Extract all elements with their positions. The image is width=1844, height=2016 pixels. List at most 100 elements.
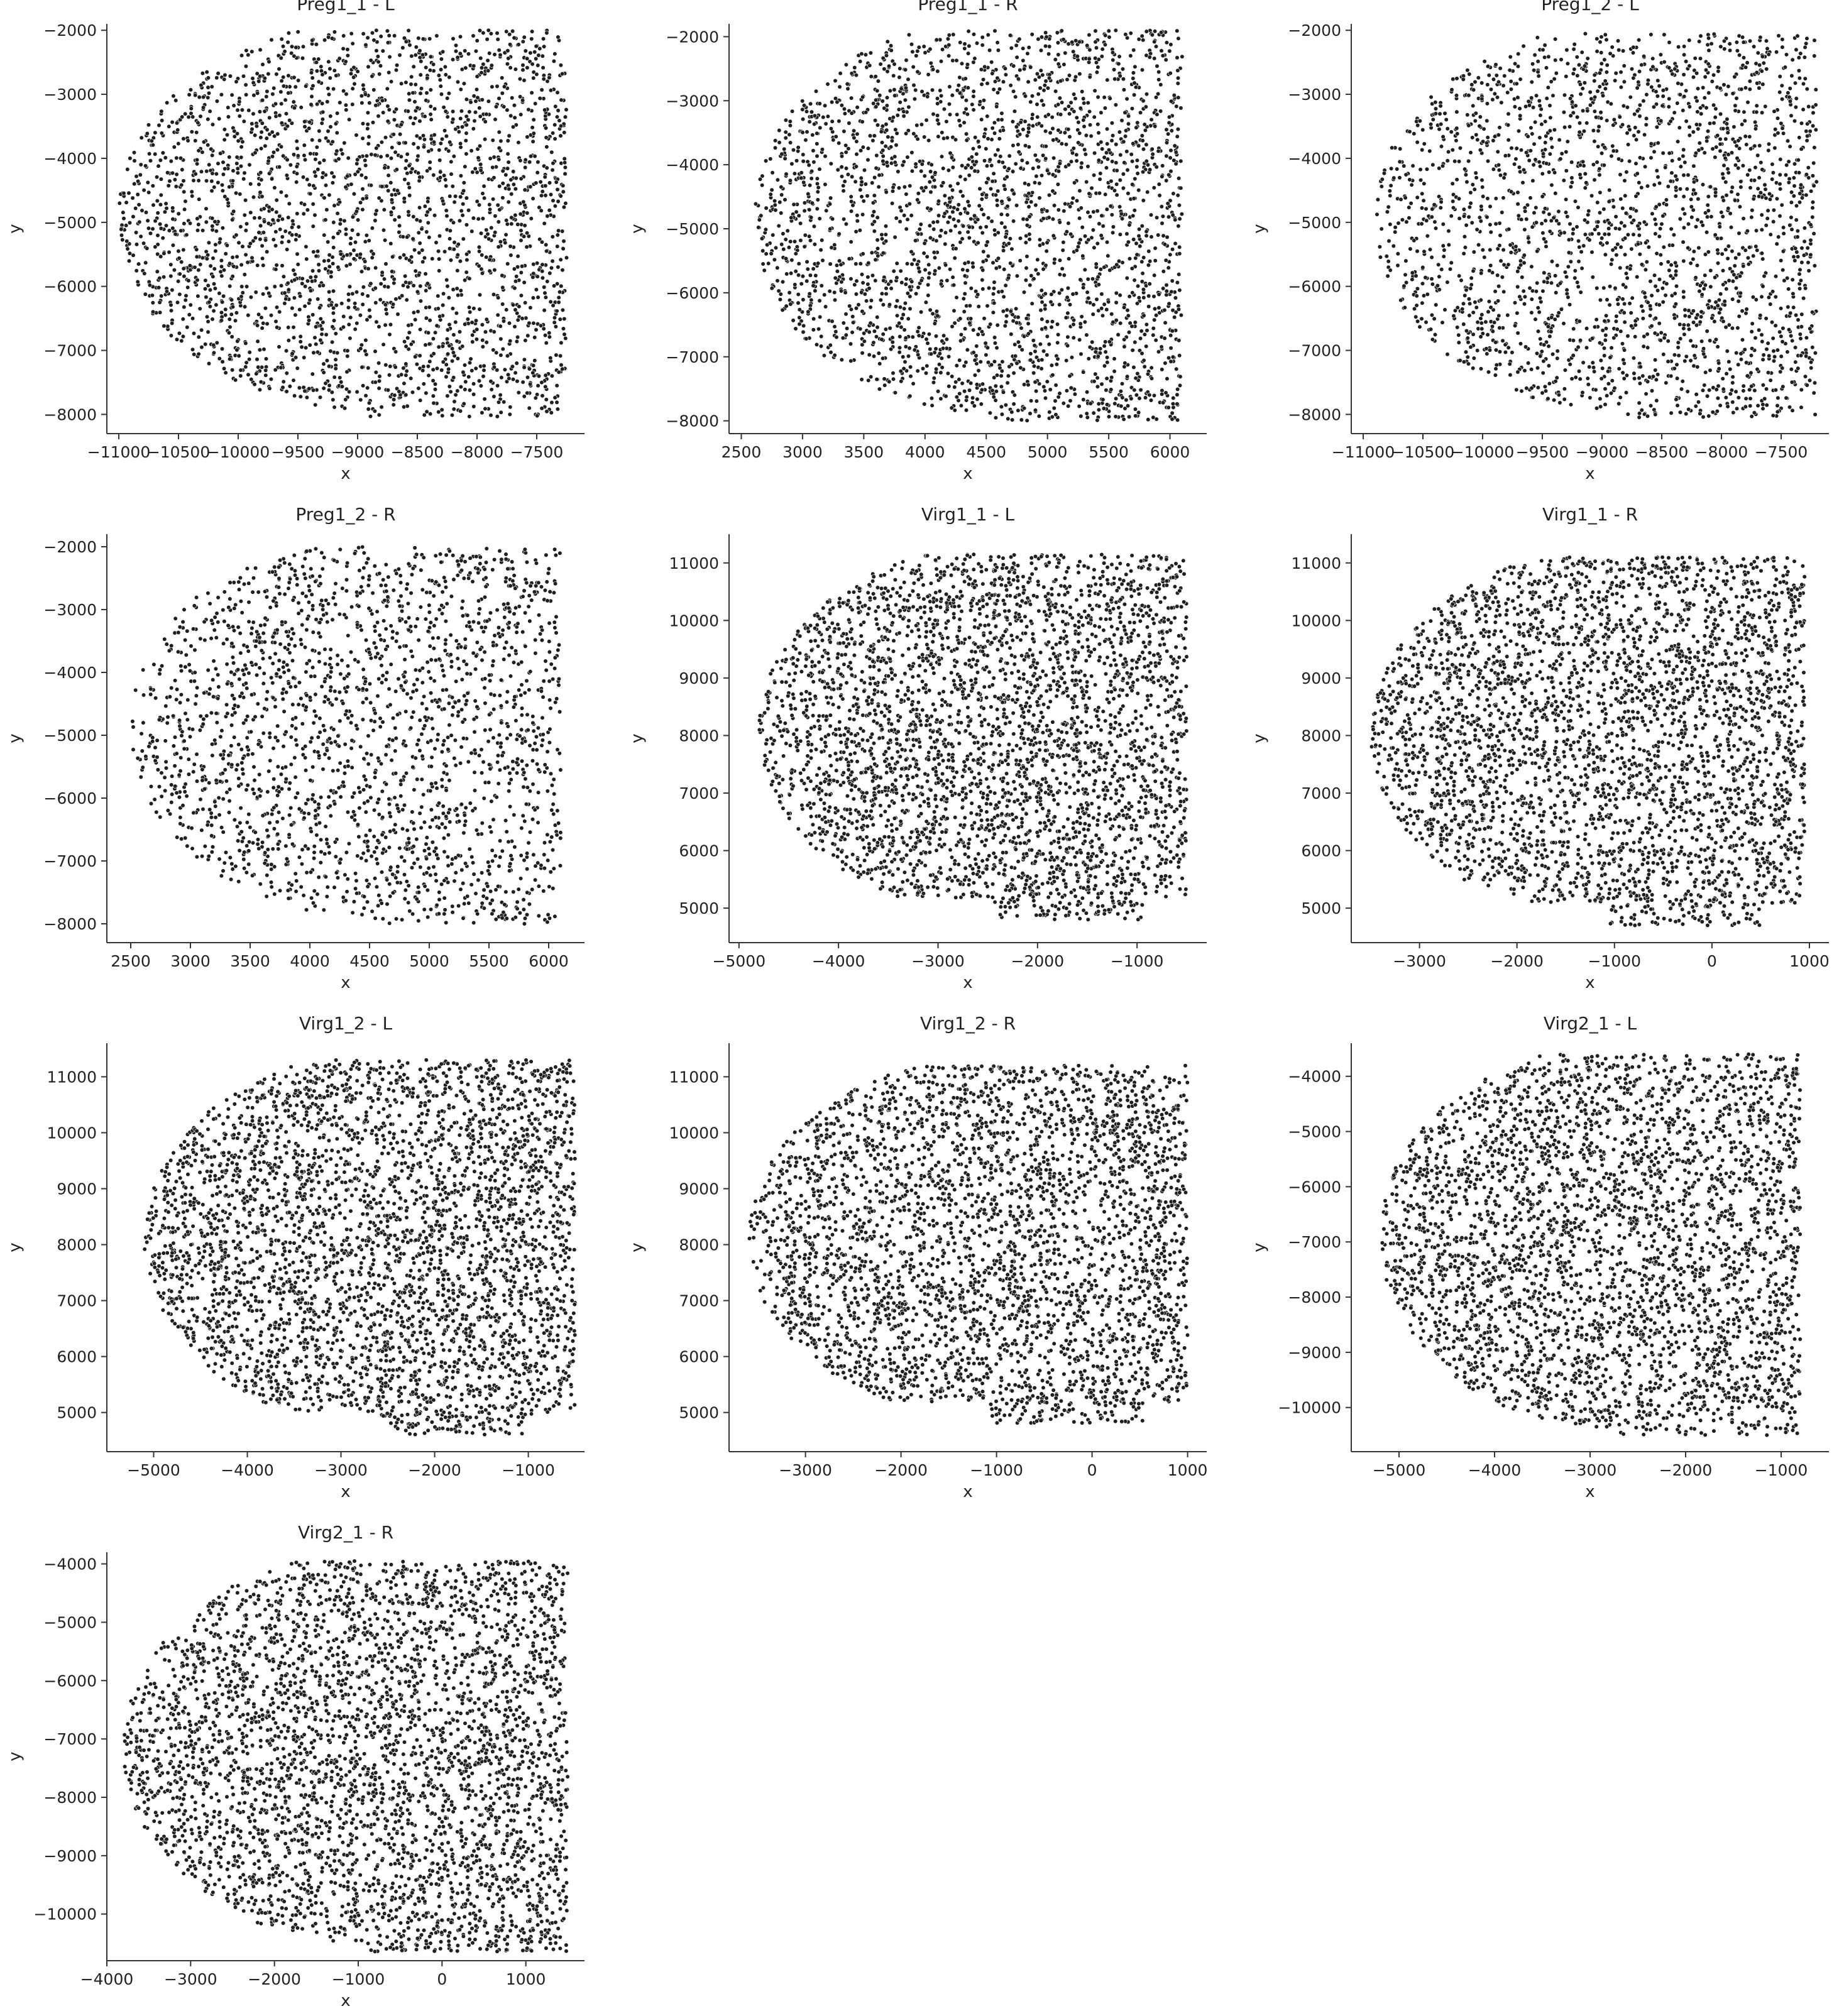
scatter-point bbox=[853, 229, 859, 234]
scatter-point bbox=[377, 72, 382, 77]
scatter-point bbox=[944, 337, 949, 342]
scatter-point bbox=[414, 45, 419, 50]
scatter-point bbox=[1128, 31, 1133, 36]
scatter-point bbox=[153, 130, 158, 135]
scatter-point bbox=[141, 188, 146, 193]
scatter-point bbox=[432, 133, 437, 138]
scatter-point bbox=[222, 166, 228, 172]
scatter-point bbox=[265, 89, 270, 94]
scatter-point bbox=[872, 329, 877, 334]
scatter-point bbox=[478, 168, 483, 173]
scatter-point bbox=[764, 205, 769, 211]
scatter-point bbox=[121, 190, 126, 196]
scatter-point bbox=[410, 236, 415, 241]
scatter-point bbox=[1008, 83, 1013, 88]
scatter-point bbox=[778, 292, 783, 297]
scatter-point bbox=[1071, 146, 1076, 151]
scatter-point bbox=[333, 357, 338, 362]
scatter-point bbox=[1134, 158, 1139, 163]
scatter-point bbox=[224, 243, 230, 248]
scatter-point bbox=[1133, 85, 1138, 90]
scatter-point bbox=[219, 273, 224, 278]
scatter-point bbox=[451, 220, 456, 225]
scatter-point bbox=[273, 319, 278, 324]
scatter-point bbox=[447, 384, 452, 389]
scatter-point bbox=[416, 230, 421, 236]
scatter-point bbox=[389, 192, 395, 197]
scatter-point bbox=[159, 293, 164, 299]
scatter-point bbox=[233, 318, 238, 323]
scatter-point bbox=[167, 228, 172, 233]
scatter-point bbox=[210, 224, 215, 229]
scatter-point bbox=[1003, 72, 1008, 77]
scatter-point bbox=[853, 292, 859, 297]
scatter-point bbox=[124, 223, 129, 228]
scatter-point bbox=[1078, 351, 1084, 357]
scatter-point bbox=[874, 104, 879, 109]
scatter-point bbox=[1001, 79, 1006, 84]
scatter-point bbox=[160, 150, 165, 155]
scatter-point bbox=[283, 111, 289, 116]
scatter-point bbox=[897, 305, 903, 310]
scatter-point bbox=[1095, 275, 1100, 280]
scatter-point bbox=[499, 375, 504, 380]
scatter-point bbox=[294, 355, 299, 360]
scatter-point bbox=[304, 244, 309, 249]
scatter-point bbox=[530, 370, 535, 375]
scatter-point bbox=[879, 337, 884, 342]
scatter-point bbox=[163, 155, 168, 160]
scatter-point bbox=[394, 167, 399, 172]
scatter-point bbox=[1177, 251, 1182, 256]
scatter-point bbox=[1012, 393, 1017, 398]
scatter-point bbox=[1082, 267, 1087, 272]
scatter-point bbox=[143, 163, 148, 168]
scatter-point bbox=[980, 277, 985, 283]
scatter-point bbox=[1028, 283, 1033, 288]
scatter-point bbox=[223, 370, 228, 375]
scatter-point bbox=[427, 235, 432, 240]
scatter-point bbox=[1029, 32, 1035, 37]
scatter-point bbox=[1163, 390, 1168, 395]
scatter-point bbox=[250, 76, 255, 81]
scatter-point bbox=[975, 332, 980, 337]
scatter-point bbox=[326, 388, 332, 393]
scatter-point bbox=[1094, 297, 1099, 302]
scatter-point bbox=[365, 122, 370, 127]
scatter-point bbox=[388, 322, 393, 327]
scatter-point bbox=[820, 258, 825, 263]
scatter-point bbox=[996, 159, 1002, 164]
scatter-point bbox=[1013, 342, 1018, 347]
scatter-point bbox=[1091, 410, 1096, 415]
scatter-point bbox=[809, 176, 814, 181]
scatter-point bbox=[815, 176, 820, 181]
scatter-point bbox=[1057, 96, 1062, 101]
scatter-point bbox=[478, 383, 484, 388]
scatter-point bbox=[314, 68, 320, 74]
scatter-point bbox=[883, 327, 888, 332]
scatter-point bbox=[561, 239, 566, 244]
scatter-point bbox=[522, 280, 527, 285]
scatter-point bbox=[508, 244, 513, 249]
scatter-point bbox=[315, 249, 321, 254]
scatter-point bbox=[380, 270, 385, 275]
scatter-point bbox=[773, 245, 779, 251]
scatter-point bbox=[1140, 170, 1146, 175]
scatter-point bbox=[262, 75, 268, 81]
scatter-point bbox=[296, 224, 301, 229]
scatter-point bbox=[528, 154, 534, 159]
scatter-point bbox=[220, 300, 225, 305]
scatter-point bbox=[221, 293, 226, 299]
scatter-point bbox=[295, 30, 300, 35]
scatter-point bbox=[547, 208, 552, 213]
scatter-point bbox=[918, 309, 924, 315]
scatter-point bbox=[522, 223, 527, 228]
scatter-point bbox=[1079, 314, 1084, 319]
scatter-point bbox=[254, 124, 260, 129]
scatter-point bbox=[1104, 402, 1110, 407]
scatter-point bbox=[1087, 109, 1092, 114]
scatter-point bbox=[403, 80, 409, 85]
scatter-point bbox=[1075, 140, 1081, 145]
scatter-point bbox=[348, 241, 353, 246]
scatter-point bbox=[491, 175, 497, 180]
scatter-point bbox=[158, 177, 163, 182]
